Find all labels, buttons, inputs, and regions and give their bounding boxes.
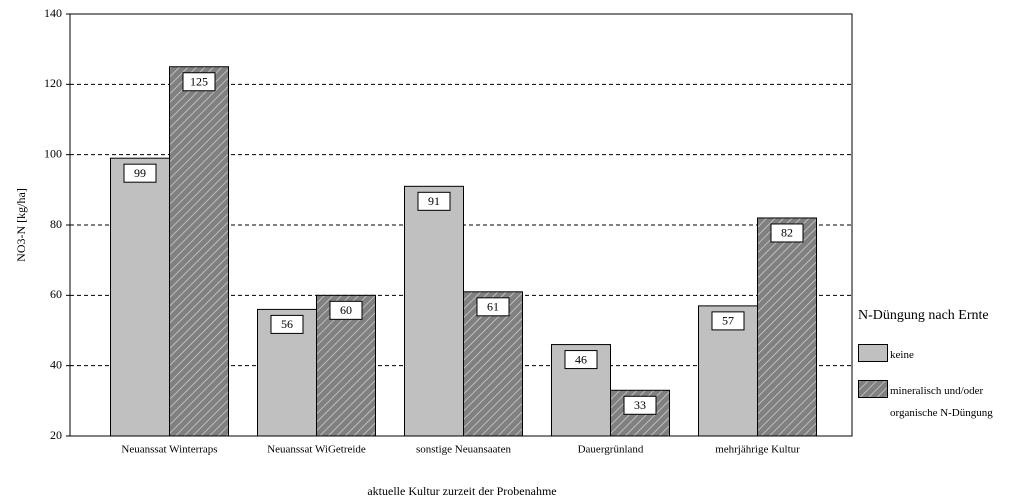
value-label-box: [329, 300, 363, 320]
x-tick-label: Dauergrünland: [578, 444, 644, 456]
value-label: 56: [281, 317, 293, 331]
value-label: 82: [781, 226, 793, 240]
legend-swatch-fill: [859, 381, 887, 397]
value-label-box: [711, 311, 745, 331]
y-tick-label: 140: [44, 6, 62, 20]
value-label-box: [623, 395, 657, 415]
legend-swatch: [858, 344, 888, 362]
value-label: 61: [487, 300, 499, 314]
y-axis-title: NO3-N [kg/ha]: [14, 188, 28, 262]
legend-label: mineralisch und/oder organische N-Düngun…: [890, 385, 993, 419]
y-tick-label: 120: [44, 76, 62, 90]
bar: [757, 217, 817, 437]
y-tick-label: 40: [50, 357, 62, 371]
y-tick-label: 100: [44, 146, 62, 160]
y-tick-label: 80: [50, 217, 62, 231]
bar: [110, 157, 170, 437]
x-tick-label: Neuanssat Winterraps: [121, 444, 217, 456]
x-tick-label: mehrjährige Kultur: [715, 444, 800, 456]
value-label-box: [123, 163, 157, 183]
bar: [169, 66, 229, 437]
value-label: 99: [134, 166, 146, 180]
value-label-box: [417, 191, 451, 211]
legend-item: keine: [858, 344, 1026, 366]
value-label: 57: [722, 314, 734, 328]
legend-swatch-fill: [859, 345, 887, 361]
legend-label: keine: [890, 349, 914, 361]
bar: [404, 185, 464, 437]
value-label-box: [270, 314, 304, 334]
value-label: 33: [634, 398, 646, 412]
legend-swatch: [858, 380, 888, 398]
value-label-box: [564, 350, 598, 370]
value-label-box: [476, 297, 510, 317]
value-label: 125: [190, 75, 208, 89]
value-label: 60: [340, 303, 352, 317]
value-label: 46: [575, 352, 587, 366]
y-tick-label: 60: [50, 287, 62, 301]
y-tick-label: 20: [50, 428, 62, 442]
x-tick-label: Neuanssat WiGetreide: [267, 444, 366, 456]
value-label: 91: [428, 194, 440, 208]
legend-item: mineralisch und/oder organische N-Düngun…: [858, 380, 1026, 424]
x-tick-label: sonstige Neuansaaten: [416, 444, 511, 456]
legend: N-Düngung nach Ernte keine mineralisch un…: [858, 308, 1026, 438]
x-axis-title: aktuelle Kultur zurzeit der Probenahme: [367, 484, 556, 498]
value-label-box: [770, 223, 804, 243]
legend-title: N-Düngung nach Ernte: [858, 308, 989, 323]
value-label-box: [182, 72, 216, 92]
